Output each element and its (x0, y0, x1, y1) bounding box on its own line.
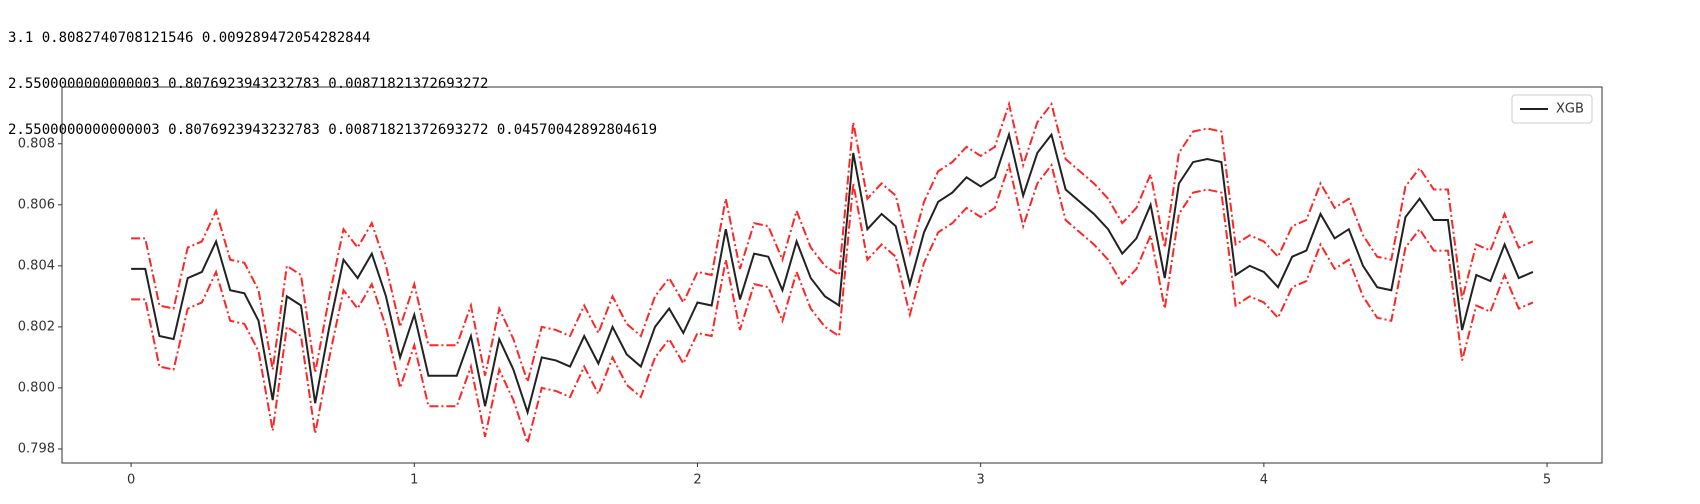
y-tick-label: 0.798 (18, 441, 55, 456)
output-line: 2.5500000000000003 0.8076923943232783 0.… (8, 122, 658, 138)
output-line: 3.1 0.8082740708121546 0.009289472054282… (8, 30, 371, 46)
y-tick-label: 0.808 (18, 136, 55, 151)
y-tick-label: 0.806 (18, 197, 55, 212)
y-tick-label: 0.802 (18, 319, 55, 334)
legend-box (1511, 94, 1593, 124)
x-tick-label: 4 (1260, 473, 1268, 488)
x-tick-label: 2 (693, 473, 701, 488)
x-tick-label: 5 (1543, 473, 1551, 488)
band-line (131, 100, 1534, 386)
x-tick-label: 1 (410, 473, 418, 488)
output-line: 2.5500000000000003 0.8076923943232783 0.… (8, 76, 489, 92)
legend-label: XGB (1556, 102, 1584, 117)
y-tick-label: 0.800 (18, 380, 55, 395)
x-tick-label: 3 (977, 473, 985, 488)
output-text: 3.1 0.8082740708121546 0.009289472054282… (8, 4, 657, 165)
y-tick-label: 0.804 (18, 258, 55, 273)
series-line (131, 130, 1534, 416)
plot-frame (61, 86, 1603, 464)
band-line (131, 161, 1534, 447)
x-tick-label: 0 (127, 473, 135, 488)
